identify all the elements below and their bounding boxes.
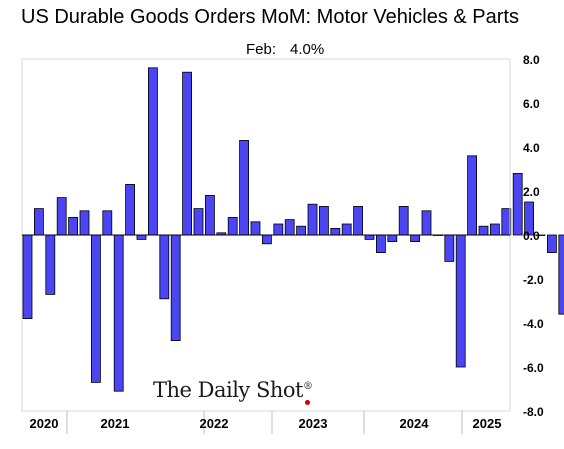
bar	[364, 234, 375, 240]
bar	[421, 210, 432, 236]
bar	[341, 223, 352, 236]
bar	[250, 221, 261, 236]
bar	[467, 155, 478, 236]
bar	[296, 225, 307, 236]
bars-layer	[22, 67, 564, 392]
y-tick-label: 4.0	[523, 141, 540, 155]
bar	[307, 203, 318, 236]
x-year-label: 2020	[30, 416, 59, 431]
bar	[136, 234, 147, 240]
bar	[512, 172, 523, 236]
watermark-dot-icon	[305, 400, 311, 405]
bar	[68, 216, 78, 236]
bar	[455, 234, 466, 368]
y-tick-label: 6.0	[523, 97, 540, 111]
bar	[125, 183, 135, 236]
bar	[330, 227, 341, 236]
watermark-logo: The Daily Shot®	[153, 378, 313, 405]
bar	[410, 234, 421, 242]
y-tick-label: -6.0	[523, 361, 544, 375]
bar	[478, 225, 489, 236]
y-tick-label: -2.0	[523, 273, 544, 287]
x-year-label: 2025	[473, 416, 502, 431]
watermark-registered-mark: ®	[302, 381, 313, 392]
bar	[398, 205, 409, 236]
bar	[113, 234, 124, 392]
bar	[387, 234, 398, 242]
x-year-label: 2023	[299, 416, 328, 431]
bar	[239, 139, 250, 236]
bar	[182, 71, 193, 236]
chart-title: US Durable Goods Orders MoM: Motor Vehic…	[21, 6, 519, 28]
bar	[284, 219, 295, 236]
bar	[34, 208, 44, 236]
axis-layer: 8.0 6.0 4.0 2.0 0.0 -2.0 -4.0 -6.0 -8.0 2020 2021 2…	[21, 53, 544, 434]
y-tick-label: 2.0	[523, 185, 540, 199]
bar	[79, 210, 90, 236]
bar	[444, 234, 455, 262]
bar	[22, 234, 33, 319]
bar	[227, 216, 238, 236]
bar	[261, 234, 272, 245]
y-tick-label: 0.0	[523, 229, 540, 243]
bar	[91, 234, 101, 383]
y-tick-label: -8.0	[523, 405, 544, 419]
bar	[193, 208, 204, 236]
bar	[375, 234, 386, 254]
y-tick-label: 8.0	[523, 53, 540, 67]
watermark-text: The Daily Shot	[153, 378, 303, 402]
bar	[489, 223, 500, 236]
bar	[45, 234, 56, 295]
bar	[102, 210, 113, 236]
current-period-label: Feb:	[246, 41, 277, 58]
x-year-label: 2024	[400, 416, 430, 431]
x-year-label: 2021	[101, 416, 130, 431]
bar	[204, 194, 215, 236]
bar	[170, 234, 181, 341]
bar	[147, 67, 158, 236]
current-period-value: 4.0%	[290, 41, 325, 58]
x-year-label: 2022	[200, 416, 229, 431]
bar	[558, 234, 564, 315]
bar	[535, 234, 546, 236]
bar	[273, 223, 284, 236]
bar	[501, 208, 512, 236]
bar	[318, 205, 329, 236]
bar	[547, 234, 557, 254]
bar	[524, 201, 534, 236]
y-tick-label: -4.0	[523, 317, 544, 331]
bar	[353, 205, 364, 236]
bar	[159, 234, 170, 300]
bar	[56, 197, 67, 236]
